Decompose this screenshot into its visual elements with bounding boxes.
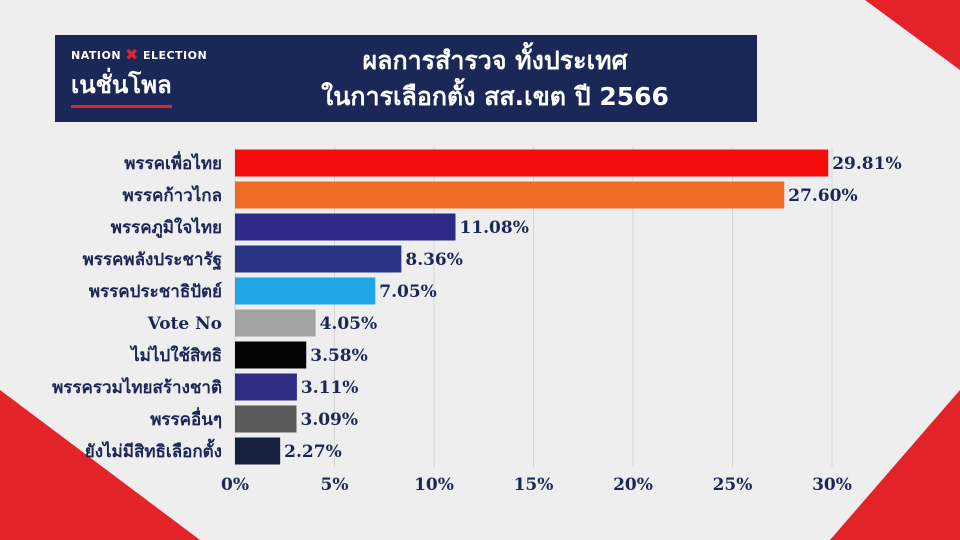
corner-decoration-bottom-left [0, 390, 200, 540]
category-label: พรรคอื่นๆ [150, 407, 222, 430]
logo-main-text: เนชั่นโพล [71, 65, 172, 108]
x-tick-label: 5% [321, 475, 349, 495]
chart-x-tick-labels: 0% 5% 10% 15% 20% 25% 30% [221, 475, 852, 495]
category-label: Vote No [147, 314, 222, 334]
chart-bars [235, 149, 829, 465]
value-label: 3.58% [310, 346, 368, 366]
value-label: 4.05% [320, 314, 378, 334]
category-label: พรรคก้าวไกล [123, 185, 223, 206]
x-tick-label: 30% [812, 475, 852, 495]
value-label: 3.11% [301, 378, 359, 398]
bar [235, 149, 829, 177]
category-label: พรรคประชาธิปัตย์ [89, 281, 222, 302]
bar [235, 277, 376, 305]
value-label: 11.08% [459, 218, 528, 238]
logo-x-icon: ✖ [125, 45, 139, 64]
chart-category-labels: พรรคเพื่อไทยพรรคก้าวไกลพรรคภูมิใจไทยพรรค… [52, 151, 222, 462]
bar [235, 213, 456, 241]
x-tick-label: 15% [514, 475, 554, 495]
value-label: 8.36% [405, 250, 463, 270]
value-label: 3.09% [300, 410, 358, 430]
category-label: ยังไม่มีสิทธิเลือกตั้ง [85, 438, 222, 462]
logo-brand-left: NATION [71, 48, 122, 62]
bar [235, 373, 297, 401]
x-tick-label: 0% [221, 475, 249, 495]
x-tick-label: 10% [414, 475, 454, 495]
bar [235, 245, 402, 273]
title-line-1: ผลการสำรวจ ทั้งประเทศ [362, 46, 628, 75]
bar [235, 341, 307, 369]
bar [235, 181, 785, 209]
logo-brand-right: ELECTION [142, 48, 208, 62]
nation-election-logo: NATION ✖ ELECTION เนชั่นโพล [71, 47, 211, 111]
header-banner: NATION ✖ ELECTION เนชั่นโพล ผลการสำรวจ ท… [55, 35, 757, 122]
value-label: 7.05% [379, 282, 437, 302]
category-label: พรรครวมไทยสร้างชาติ [52, 377, 222, 398]
x-tick-label: 20% [613, 475, 653, 495]
title-line-2: ในการเลือกตั้ง สส.เขต ปี 2566 [321, 82, 669, 111]
category-label: ไม่ไปใช้สิทธิ [129, 345, 222, 366]
chart-value-labels: 29.81% 27.60% 11.08% 8.36% 7.05%4.05% 3.58% 3.… [284, 154, 901, 462]
value-label: 27.60% [788, 186, 857, 206]
bar [235, 405, 297, 433]
category-label: พรรคพลังประชารัฐ [83, 250, 222, 271]
corner-decoration-bottom-right [830, 390, 960, 540]
value-label: 29.81% [832, 154, 901, 174]
category-label: พรรคภูมิใจไทย [111, 217, 222, 239]
bar [235, 437, 281, 465]
bar [235, 309, 316, 337]
corner-decoration-top-right [865, 0, 960, 70]
value-label: 2.27% [284, 442, 342, 462]
x-tick-label: 25% [713, 475, 753, 495]
page-title: ผลการสำรวจ ทั้งประเทศ ในการเลือกตั้ง สส.… [240, 43, 750, 115]
category-label: พรรคเพื่อไทย [124, 151, 222, 174]
